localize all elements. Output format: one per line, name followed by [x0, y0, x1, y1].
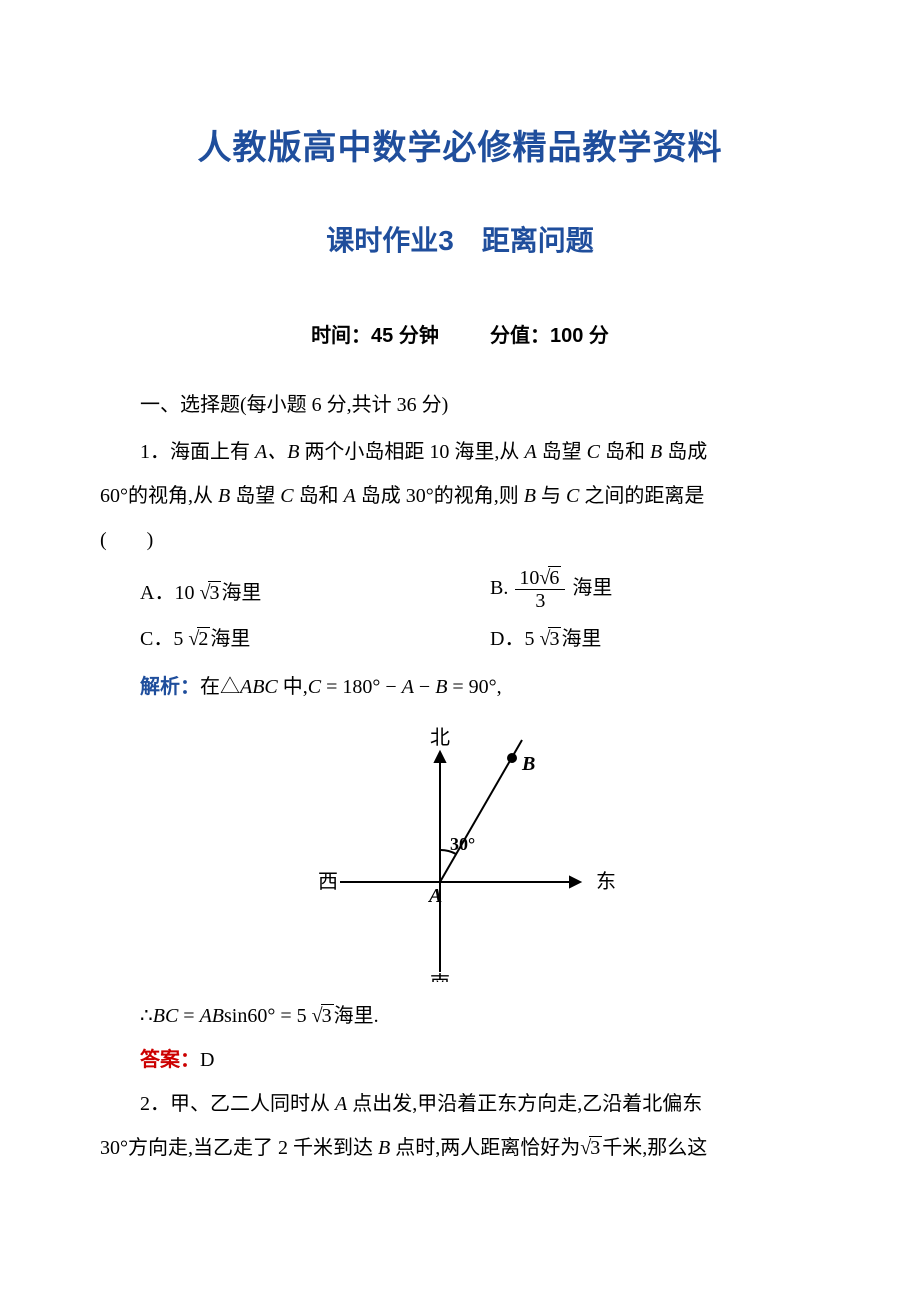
q2-line1: 2．甲、乙二人同时从 A 点出发,甲沿着正东方向走,乙沿着北偏东: [100, 1085, 820, 1123]
section-1-head: 一、选择题(每小题 6 分,共计 36 分): [100, 388, 820, 417]
q1-options: A．10 √3海里 B. 10√63 海里 C．5 √2海里 D．5 √3海里: [100, 567, 820, 658]
q1-option-a: A．10 √3海里: [140, 574, 470, 612]
label-west: 西: [318, 871, 338, 893]
label-angle: 30°: [450, 834, 475, 854]
answer-label: 答案：: [140, 1049, 200, 1071]
title-sub: 课时作业3 距离问题: [100, 219, 820, 259]
label-east: 东: [596, 870, 616, 893]
q1-answer: 答案：D: [100, 1041, 820, 1079]
time-label: 时间：45 分钟: [311, 325, 439, 347]
q1-option-d: D．5 √3海里: [490, 620, 820, 658]
label-point-b: B: [521, 753, 535, 775]
q1-analysis: 解析：在△ABC 中,C = 180° − A − B = 90°,: [100, 668, 820, 706]
label-south: 南: [430, 972, 450, 982]
q1-conclusion: ∴BC = ABsin60° = 5 √3海里.: [100, 997, 820, 1035]
label-north: 北: [430, 726, 450, 749]
analysis-label: 解析：: [140, 676, 200, 698]
score-label: 分值：100 分: [490, 325, 609, 347]
compass-figure: 北 南 东 西 30° A B: [100, 722, 820, 987]
label-point-a: A: [427, 885, 442, 907]
title-main: 人教版高中数学必修精品教学资料: [100, 120, 820, 169]
q1-stem-line2: 60°的视角,从 B 岛望 C 岛和 A 岛成 30°的视角,则 B 与 C 之…: [100, 477, 820, 515]
q1-stem-paren: ( ): [100, 521, 820, 559]
q1-option-b: B. 10√63 海里: [490, 567, 820, 612]
q2-line2: 30°方向走,当乙走了 2 千米到达 B 点时,两人距离恰好为√3千米,那么这: [100, 1129, 820, 1167]
q1-option-c: C．5 √2海里: [140, 620, 470, 658]
time-score: 时间：45 分钟 分值：100 分: [100, 319, 820, 348]
q1-stem-line1: 1．海面上有 A、B 两个小岛相距 10 海里,从 A 岛望 C 岛和 B 岛成: [100, 433, 820, 471]
